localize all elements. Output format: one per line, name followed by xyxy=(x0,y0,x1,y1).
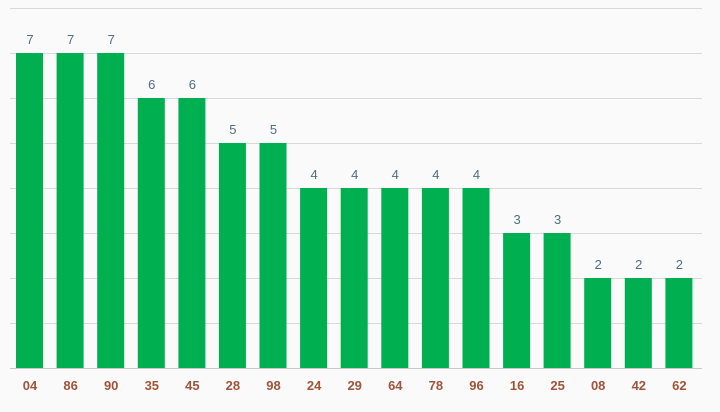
bar-16[interactable] xyxy=(503,233,531,368)
bar-98[interactable] xyxy=(259,143,287,368)
value-label-96: 4 xyxy=(473,167,480,182)
value-label-35: 6 xyxy=(148,77,155,92)
tick-label-42: 42 xyxy=(632,378,646,393)
tick-label-25: 25 xyxy=(550,378,564,393)
value-label-62: 2 xyxy=(676,257,683,272)
bar-64[interactable] xyxy=(381,188,409,368)
value-label-90: 7 xyxy=(108,32,115,47)
tick-label-04: 04 xyxy=(23,378,38,393)
bar-62[interactable] xyxy=(665,278,693,368)
value-label-08: 2 xyxy=(595,257,602,272)
bar-24[interactable] xyxy=(300,188,328,368)
value-label-45: 6 xyxy=(189,77,196,92)
bar-04[interactable] xyxy=(16,53,43,368)
bar-42[interactable] xyxy=(624,278,652,368)
bar-90[interactable] xyxy=(97,53,125,368)
tick-label-86: 86 xyxy=(63,378,77,393)
tick-label-98: 98 xyxy=(266,378,280,393)
tick-label-24: 24 xyxy=(307,378,322,393)
value-label-42: 2 xyxy=(635,257,642,272)
value-label-64: 4 xyxy=(392,167,399,182)
bar-25[interactable] xyxy=(543,233,571,368)
value-label-28: 5 xyxy=(229,122,236,137)
tick-label-96: 96 xyxy=(469,378,483,393)
tick-label-16: 16 xyxy=(510,378,524,393)
tick-label-29: 29 xyxy=(347,378,361,393)
tick-label-08: 08 xyxy=(591,378,605,393)
bar-35[interactable] xyxy=(137,98,165,368)
value-label-78: 4 xyxy=(432,167,439,182)
bar-28[interactable] xyxy=(218,143,246,368)
tick-label-62: 62 xyxy=(672,378,686,393)
value-label-86: 7 xyxy=(67,32,74,47)
tick-label-35: 35 xyxy=(145,378,159,393)
bar-29[interactable] xyxy=(340,188,368,368)
value-label-25: 3 xyxy=(554,212,561,227)
bars xyxy=(16,53,693,368)
tick-label-64: 64 xyxy=(388,378,403,393)
value-labels: 7 7 7 6 6 5 5 4 4 4 4 4 3 3 2 2 2 xyxy=(26,32,683,272)
x-axis-tick-labels: 04 86 90 35 45 28 98 24 29 64 78 96 16 25 08 42 62 xyxy=(23,378,687,393)
value-label-24: 4 xyxy=(310,167,317,182)
bar-78[interactable] xyxy=(421,188,449,368)
tick-label-90: 90 xyxy=(104,378,118,393)
tick-label-45: 45 xyxy=(185,378,199,393)
tick-label-28: 28 xyxy=(226,378,240,393)
bar-86[interactable] xyxy=(56,53,84,368)
value-label-16: 3 xyxy=(513,212,520,227)
value-label-98: 5 xyxy=(270,122,277,137)
bar-96[interactable] xyxy=(462,188,490,368)
tick-label-78: 78 xyxy=(429,378,443,393)
bar-08[interactable] xyxy=(584,278,612,368)
value-label-29: 4 xyxy=(351,167,358,182)
bar-45[interactable] xyxy=(178,98,206,368)
value-label-04: 7 xyxy=(26,32,33,47)
